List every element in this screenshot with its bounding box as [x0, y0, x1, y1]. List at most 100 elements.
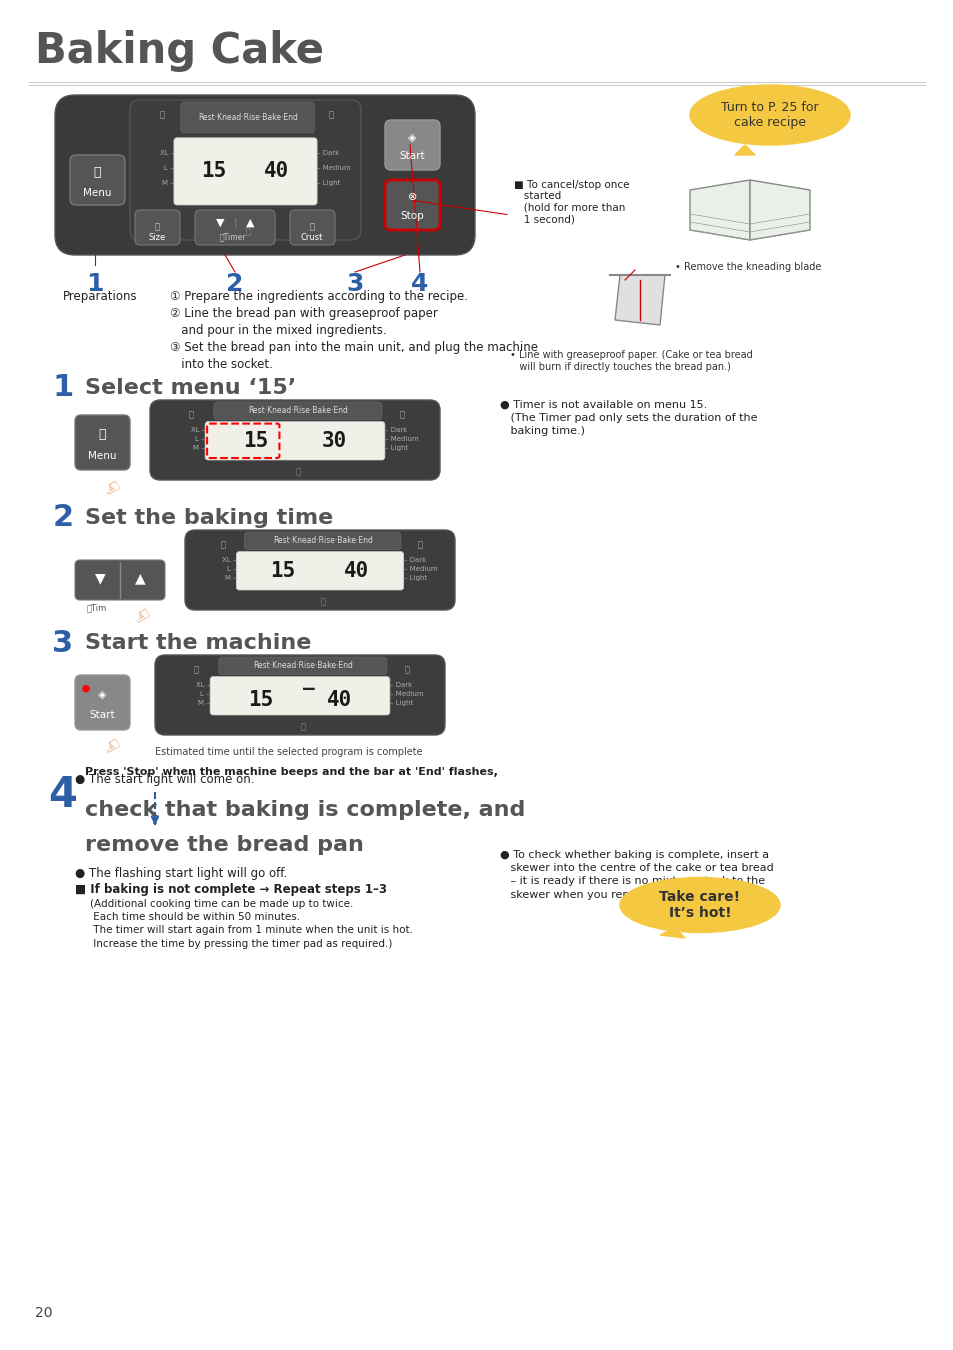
Text: • Remove the kneading blade: • Remove the kneading blade — [675, 262, 821, 271]
Text: 3: 3 — [346, 271, 363, 296]
Text: ● To check whether baking is complete, insert a
   skewer into the centre of the: ● To check whether baking is complete, i… — [499, 850, 773, 899]
Text: ⏰Timer: ⏰Timer — [220, 232, 246, 242]
Text: 📖: 📖 — [295, 467, 300, 477]
Text: L –: L – — [195, 436, 205, 441]
Text: 📖: 📖 — [300, 722, 305, 730]
Text: 🔒: 🔒 — [160, 109, 165, 119]
FancyBboxPatch shape — [218, 657, 387, 675]
Text: 🔒: 🔒 — [193, 666, 198, 674]
Text: 2: 2 — [52, 504, 73, 532]
Text: ☞: ☞ — [95, 472, 120, 498]
Text: – Dark: – Dark — [384, 427, 407, 433]
Text: Select menu ‘15’: Select menu ‘15’ — [85, 378, 296, 398]
Text: —: — — [303, 679, 314, 698]
Text: Size: Size — [149, 234, 166, 243]
Text: 20: 20 — [35, 1305, 52, 1320]
Text: (Additional cooking time can be made up to twice.
 Each time should be within 50: (Additional cooking time can be made up … — [90, 899, 413, 949]
Text: Rest·Knead·Rise·Bake·End: Rest·Knead·Rise·Bake·End — [273, 536, 373, 545]
Text: M –: M – — [198, 699, 210, 706]
Text: 4: 4 — [411, 271, 428, 296]
Text: Take care!
It’s hot!: Take care! It’s hot! — [659, 890, 740, 921]
Text: Rest·Knead·Rise·Bake·End: Rest·Knead·Rise·Bake·End — [253, 662, 353, 671]
FancyBboxPatch shape — [210, 676, 390, 716]
Polygon shape — [749, 180, 809, 240]
Text: ⏰Tim: ⏰Tim — [87, 603, 107, 613]
Text: ● Timer is not available on menu 15.
   (The Timer pad only sets the duration of: ● Timer is not available on menu 15. (Th… — [499, 400, 757, 436]
Text: 🔋: 🔋 — [328, 109, 334, 119]
Text: ① Prepare the ingredients according to the recipe.
② Line the bread pan with gre: ① Prepare the ingredients according to t… — [170, 290, 537, 371]
Text: ▼: ▼ — [94, 571, 105, 585]
Polygon shape — [734, 144, 754, 155]
Text: 🔋: 🔋 — [404, 666, 410, 674]
Text: ● The start light will come on.: ● The start light will come on. — [75, 774, 254, 786]
FancyBboxPatch shape — [75, 414, 130, 470]
Text: 15: 15 — [201, 162, 227, 181]
FancyBboxPatch shape — [75, 560, 165, 599]
Text: 30: 30 — [321, 431, 347, 451]
Text: ☞: ☞ — [95, 730, 120, 756]
Text: – Medium: – Medium — [403, 566, 436, 572]
Text: 40: 40 — [264, 162, 290, 181]
Text: ⊗: ⊗ — [407, 193, 416, 202]
FancyBboxPatch shape — [70, 155, 125, 205]
Text: 📖: 📖 — [99, 428, 106, 440]
Text: – Light: – Light — [384, 444, 408, 451]
FancyBboxPatch shape — [55, 95, 475, 255]
Text: L –: L – — [200, 691, 210, 697]
Text: 15: 15 — [243, 431, 268, 451]
Text: ▼: ▼ — [215, 217, 224, 228]
Text: – Medium: – Medium — [316, 165, 351, 171]
Text: Estimated time until the selected program is complete: Estimated time until the selected progra… — [154, 747, 422, 757]
Text: 40: 40 — [327, 690, 352, 710]
Text: 15: 15 — [248, 690, 273, 710]
Text: ■ To cancel/stop once
   started
   (hold for more than
   1 second): ■ To cancel/stop once started (hold for … — [514, 180, 629, 224]
Text: Menu: Menu — [89, 451, 116, 462]
Text: – Dark: – Dark — [390, 682, 412, 688]
Text: 3: 3 — [52, 629, 73, 657]
Text: Start the machine: Start the machine — [85, 633, 311, 653]
Text: Press 'Stop' when the machine beeps and the bar at 'End' flashes,: Press 'Stop' when the machine beeps and … — [85, 767, 497, 778]
Text: ▲: ▲ — [246, 217, 254, 228]
Text: 📖: 📖 — [245, 227, 250, 236]
Text: 🔋: 🔋 — [417, 540, 422, 549]
Text: XL –: XL – — [195, 682, 210, 688]
Text: ☞: ☞ — [126, 601, 151, 625]
Text: L –: L – — [164, 165, 173, 171]
Text: Start: Start — [90, 710, 115, 720]
Text: 1: 1 — [86, 271, 104, 296]
Text: remove the bread pan: remove the bread pan — [85, 836, 363, 855]
Text: Turn to P. 25 for
cake recipe: Turn to P. 25 for cake recipe — [720, 101, 818, 130]
Text: XL –: XL – — [159, 150, 173, 155]
Text: Rest·Knead·Rise·Bake·End: Rest·Knead·Rise·Bake·End — [248, 406, 348, 416]
Text: 🔋: 🔋 — [309, 223, 314, 231]
Text: |: | — [233, 217, 236, 228]
Ellipse shape — [619, 878, 780, 933]
FancyBboxPatch shape — [194, 211, 274, 244]
Text: – Medium: – Medium — [384, 436, 418, 441]
Text: Rest·Knead·Rise·Bake·End: Rest·Knead·Rise·Bake·End — [197, 113, 297, 122]
Text: M –: M – — [193, 444, 205, 451]
Text: 15: 15 — [271, 560, 295, 580]
FancyBboxPatch shape — [130, 100, 360, 240]
Text: 40: 40 — [344, 560, 369, 580]
FancyBboxPatch shape — [150, 400, 439, 481]
Text: Baking Cake: Baking Cake — [35, 30, 324, 72]
Text: 📖: 📖 — [320, 597, 325, 606]
Text: M –: M – — [162, 181, 173, 186]
Text: check that baking is complete, and: check that baking is complete, and — [85, 801, 525, 819]
Text: ● The flashing start light will go off.: ● The flashing start light will go off. — [75, 867, 287, 880]
FancyBboxPatch shape — [181, 103, 314, 132]
FancyBboxPatch shape — [290, 211, 335, 244]
FancyBboxPatch shape — [173, 138, 316, 205]
Text: Menu: Menu — [83, 188, 112, 197]
FancyBboxPatch shape — [154, 655, 444, 734]
Polygon shape — [615, 275, 664, 325]
Text: Stop: Stop — [400, 211, 424, 221]
Text: Preparations: Preparations — [63, 290, 137, 302]
Text: Start: Start — [399, 151, 425, 161]
Text: Crust: Crust — [300, 234, 323, 243]
FancyBboxPatch shape — [236, 552, 403, 590]
FancyBboxPatch shape — [135, 211, 180, 244]
Circle shape — [83, 686, 89, 691]
Text: Set the baking time: Set the baking time — [85, 508, 333, 528]
